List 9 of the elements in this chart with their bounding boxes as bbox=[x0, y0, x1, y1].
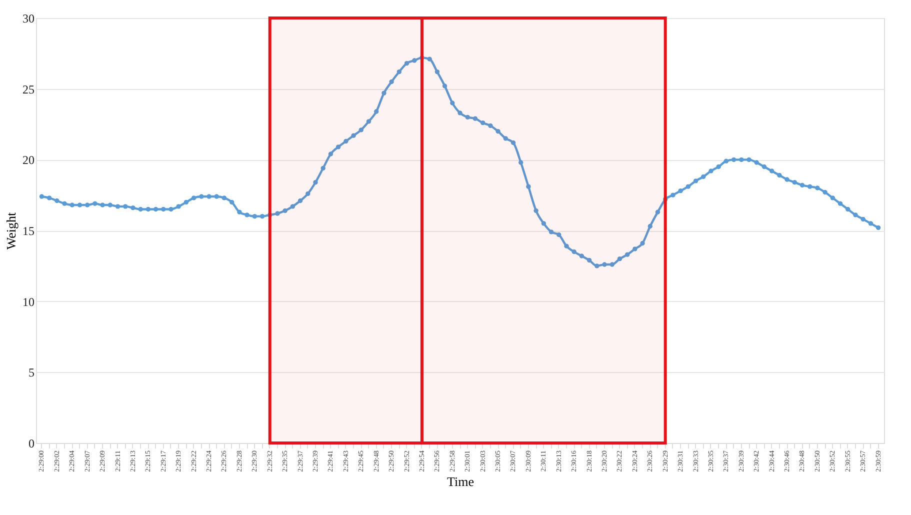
y-tick-label: 25 bbox=[22, 82, 34, 96]
y-tick-label: 5 bbox=[28, 366, 34, 380]
y-tick-label: 20 bbox=[22, 153, 34, 168]
x-axis-title: Time bbox=[447, 474, 474, 489]
y-tick-label: 0 bbox=[28, 436, 34, 450]
y-tick-label: 30 bbox=[22, 12, 34, 26]
y-axis-title: Weight bbox=[4, 212, 18, 250]
y-tick-label: 15 bbox=[22, 224, 34, 238]
y-tick-label: 10 bbox=[22, 294, 34, 309]
